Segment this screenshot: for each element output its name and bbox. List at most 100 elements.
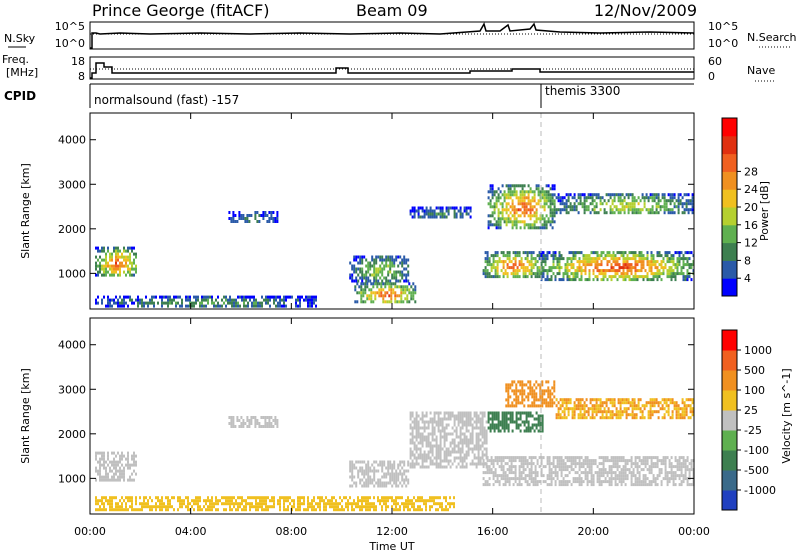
echo-cell [532,257,535,261]
echo-cell [617,208,620,212]
echo-cell [377,484,380,488]
echo-cell [347,499,349,503]
echo-cell [141,304,143,308]
echo-cell [413,508,415,512]
echo-cell [417,432,420,436]
echo-cell [590,257,593,261]
echo-cell [631,401,634,405]
freq-panel-frame [89,56,695,80]
echo-cell [375,267,378,271]
echo-cell [97,460,99,464]
echo-cell [109,466,111,470]
echo-cell [623,199,626,203]
echo-cell [451,414,454,418]
echo-cell [502,474,505,478]
echo-cell [400,294,403,298]
echo-cell [319,505,321,509]
echo-cell [391,505,393,509]
echo-cell [517,426,520,430]
echo-cell [385,279,388,283]
echo-cell [620,477,623,481]
echo-cell [672,474,675,478]
echo-cell [242,214,245,217]
echo-cell [553,187,556,191]
echo-cell [234,425,237,428]
echo-cell [95,478,97,482]
echo-cell [373,460,376,464]
echo-cell [683,211,686,215]
echo-cell [501,414,504,418]
echo-cell [417,508,419,512]
echo-cell [672,471,675,475]
echo-cell [370,282,373,286]
echo-cell [453,209,456,213]
echo-cell [232,419,235,422]
echo-cell [574,269,577,273]
echo-cell [511,429,514,433]
echo-cell [423,212,426,216]
echo-cell [287,508,289,512]
echo-cell [317,505,319,509]
echo-cell [489,199,492,203]
echo-cell [668,477,671,481]
echo-cell [618,480,621,484]
echo-cell [514,456,517,460]
echo-cell [370,297,373,301]
echo-cell [543,389,546,393]
echo-cell [429,505,431,509]
echo-cell [385,502,387,506]
echo-cell [527,184,530,188]
echo-cell [445,508,447,512]
echo-cell [541,205,544,209]
echo-cell [421,496,423,500]
echo-cell [500,477,503,481]
echo-cell [225,508,227,512]
echo-cell [119,472,121,476]
echo-cell [449,414,452,418]
echo-cell [522,266,525,270]
echo-cell [570,468,573,472]
echo-cell [423,215,426,219]
echo-cell [505,420,508,424]
echo-cell [536,269,539,273]
echo-cell [520,471,523,475]
echo-cell [223,502,225,506]
echo-cell [521,187,524,191]
echo-cell [211,301,213,305]
echo-cell [564,465,567,469]
echo-cell [507,429,510,433]
echo-cell [254,211,257,214]
echo-cell [595,407,598,411]
echo-cell [235,304,237,308]
echo-cell [254,416,257,419]
echo-cell [616,278,619,282]
echo-cell [537,199,540,203]
echo-cell [505,389,508,393]
echo-cell [475,444,478,448]
echo-cell [616,269,619,273]
echo-cell [678,474,681,478]
echo-cell [647,410,650,414]
echo-cell [246,425,249,428]
echo-cell [507,220,510,224]
echo-cell [592,462,595,466]
echo-cell [641,413,644,417]
echo-cell [616,260,619,264]
echo-cell [608,468,611,472]
echo-cell [529,414,532,418]
echo-cell [508,480,511,484]
echo-cell [465,417,468,421]
echo-cell [626,272,629,276]
echo-cell [368,294,371,298]
echo-cell [588,462,591,466]
echo-cell [453,212,456,216]
echo-cell [412,297,415,301]
echo-cell [415,423,418,427]
echo-cell [642,459,645,463]
echo-cell [207,301,209,305]
echo-cell [365,258,368,262]
echo-cell [457,441,460,445]
echo-cell [613,401,616,405]
echo-cell [649,211,652,215]
echo-cell [580,456,583,460]
